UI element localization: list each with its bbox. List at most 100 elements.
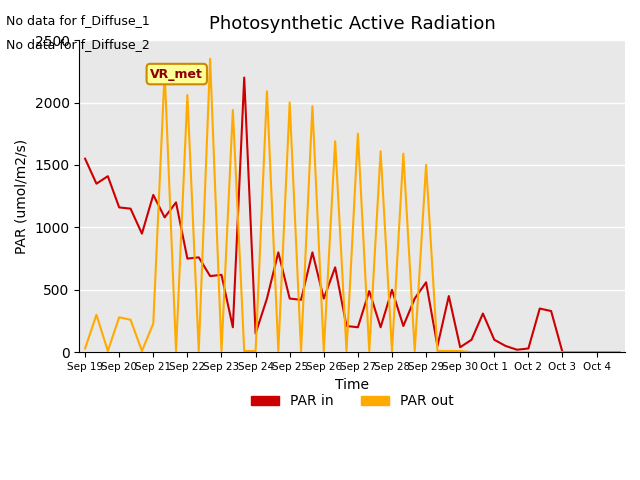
PAR out (525, 349, 532, 355)
PAR in (308, 250, 316, 255)
PAR in (479, 311, 487, 316)
PAR in (161, 215, 168, 220)
PAR out (127, 317, 134, 323)
PAR in (581, 349, 589, 355)
PAR in (172, 200, 180, 205)
PAR in (547, 308, 555, 314)
PAR in (490, 337, 498, 343)
PAR out (241, 348, 248, 354)
PAR out (342, 348, 350, 354)
PAR out (172, 348, 180, 354)
PAR out (286, 100, 294, 106)
PAR out (559, 349, 566, 355)
PAR out (297, 348, 305, 354)
PAR in (241, 75, 248, 81)
PAR in (456, 344, 464, 350)
PAR in (320, 296, 328, 301)
PAR out (547, 349, 555, 355)
PAR in (127, 206, 134, 212)
PAR out (252, 348, 259, 354)
PAR in (422, 279, 430, 285)
PAR out (490, 349, 498, 355)
PAR in (184, 256, 191, 262)
PAR out (93, 312, 100, 318)
Line: PAR in: PAR in (85, 78, 620, 352)
PAR in (195, 254, 203, 260)
PAR out (570, 349, 578, 355)
PAR in (286, 296, 294, 301)
PAR out (308, 103, 316, 109)
PAR in (559, 349, 566, 355)
PAR in (502, 343, 509, 349)
PAR in (377, 324, 385, 330)
PAR in (593, 349, 600, 355)
PAR out (445, 348, 452, 354)
PAR out (320, 348, 328, 354)
PAR out (604, 349, 612, 355)
PAR out (377, 148, 385, 154)
PAR in (81, 156, 89, 162)
PAR out (616, 349, 623, 355)
PAR in (252, 331, 259, 336)
PAR out (138, 348, 146, 354)
X-axis label: Time: Time (335, 377, 369, 392)
Y-axis label: PAR (umol/m2/s): PAR (umol/m2/s) (15, 139, 29, 254)
PAR in (513, 347, 521, 353)
PAR out (388, 348, 396, 354)
PAR in (93, 181, 100, 187)
PAR out (399, 151, 407, 156)
PAR out (365, 348, 373, 354)
PAR out (411, 348, 419, 354)
PAR out (536, 349, 543, 355)
PAR out (161, 69, 168, 74)
PAR in (229, 324, 237, 330)
PAR in (150, 192, 157, 198)
PAR in (388, 287, 396, 293)
PAR in (206, 273, 214, 279)
PAR in (411, 296, 419, 301)
PAR in (616, 349, 623, 355)
PAR out (275, 348, 282, 354)
PAR in (332, 264, 339, 270)
PAR in (434, 343, 442, 349)
PAR in (115, 204, 123, 210)
PAR in (570, 349, 578, 355)
PAR out (468, 349, 476, 355)
Line: PAR out: PAR out (85, 59, 620, 352)
PAR in (263, 296, 271, 301)
Legend: PAR in, PAR out: PAR in, PAR out (245, 389, 460, 414)
PAR in (354, 324, 362, 330)
PAR out (150, 321, 157, 326)
PAR in (275, 250, 282, 255)
PAR in (104, 173, 111, 179)
PAR out (456, 348, 464, 354)
Text: No data for f_Diffuse_2: No data for f_Diffuse_2 (6, 38, 150, 51)
PAR in (297, 297, 305, 303)
PAR out (581, 349, 589, 355)
PAR in (138, 231, 146, 237)
PAR in (604, 349, 612, 355)
PAR out (502, 349, 509, 355)
PAR in (468, 337, 476, 343)
PAR in (536, 306, 543, 312)
PAR out (195, 348, 203, 354)
PAR out (263, 88, 271, 94)
PAR in (525, 346, 532, 351)
Title: Photosynthetic Active Radiation: Photosynthetic Active Radiation (209, 15, 495, 33)
PAR in (365, 288, 373, 294)
PAR out (332, 138, 339, 144)
PAR out (422, 162, 430, 168)
Text: VR_met: VR_met (150, 68, 204, 81)
PAR out (229, 107, 237, 113)
PAR out (593, 349, 600, 355)
PAR in (399, 323, 407, 329)
PAR out (479, 349, 487, 355)
PAR in (342, 323, 350, 329)
PAR in (218, 272, 225, 278)
PAR out (354, 131, 362, 137)
PAR out (115, 314, 123, 320)
PAR in (445, 293, 452, 299)
PAR out (184, 92, 191, 98)
PAR out (513, 349, 521, 355)
Text: No data for f_Diffuse_1: No data for f_Diffuse_1 (6, 14, 150, 27)
